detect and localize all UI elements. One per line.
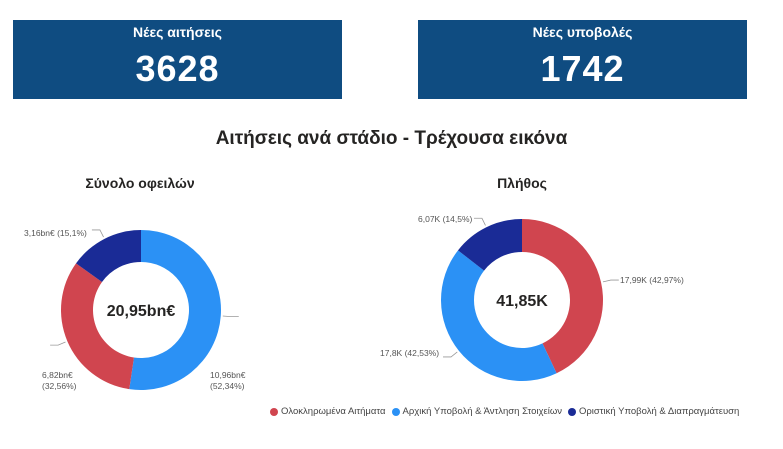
donut-slice[interactable] bbox=[60, 263, 134, 390]
kpi-value: 3628 bbox=[135, 48, 220, 89]
kpi-value: 1742 bbox=[540, 48, 625, 89]
leader-line bbox=[50, 341, 66, 346]
donut-slice[interactable] bbox=[129, 230, 221, 390]
leader-line bbox=[602, 279, 619, 283]
kpi-card-new-submissions: Νέες υποβολές 1742 bbox=[418, 20, 747, 99]
leader-line bbox=[91, 229, 104, 238]
data-label: 17,99K (42,97%) bbox=[620, 275, 684, 285]
data-label: 3,16bn€ (15,1%) bbox=[24, 228, 87, 238]
kpi-title: Νέες υποβολές bbox=[532, 24, 633, 40]
donut-slice[interactable] bbox=[522, 219, 603, 374]
legend-item[interactable]: Ολοκληρωμένα Αιτήματα bbox=[270, 406, 386, 417]
donut-center-label: 41,85K bbox=[496, 293, 548, 310]
chart-legend: Ολοκληρωμένα Αιτήματα Αρχική Υποβολή & Άν… bbox=[270, 406, 739, 417]
legend-dot-icon bbox=[391, 407, 400, 416]
data-label: 6,82bn€ (32,56%) bbox=[42, 370, 77, 391]
kpi-card-new-applications: Νέες αιτήσεις 3628 bbox=[13, 20, 342, 99]
chart-title-total-debt: Σύνολο οφειλών bbox=[85, 175, 195, 191]
data-label: 6,07K (14,5%) bbox=[418, 214, 473, 224]
kpi-title: Νέες αιτήσεις bbox=[133, 24, 222, 40]
donut-slice[interactable] bbox=[441, 250, 557, 381]
leader-line bbox=[473, 217, 486, 226]
legend-label: Ολοκληρωμένα Αιτήματα bbox=[281, 406, 386, 417]
data-label: 17,8K (42,53%) bbox=[380, 348, 439, 358]
donut-slice[interactable] bbox=[76, 230, 141, 283]
leader-line bbox=[222, 315, 239, 318]
section-title: Αιτήσεις ανά στάδιο - Τρέχουσα εικόνα bbox=[215, 128, 568, 149]
chart-title-count: Πλήθος bbox=[497, 175, 547, 191]
legend-dot-icon bbox=[270, 407, 278, 416]
legend-label: Αρχική Υποβολή & Άντληση Στοιχείων bbox=[402, 406, 563, 417]
data-label: 10,96bn€ (52,34%) bbox=[210, 370, 246, 391]
legend-item[interactable]: Οριστική Υποβολή & Διαπραγμάτευση bbox=[568, 406, 739, 417]
legend-dot-icon bbox=[568, 407, 577, 416]
legend-label: Οριστική Υποβολή & Διαπραγμάτευση bbox=[579, 406, 740, 417]
donut-slice[interactable] bbox=[457, 219, 522, 271]
legend-item[interactable]: Αρχική Υποβολή & Άντληση Στοιχείων bbox=[391, 406, 563, 417]
donut-center-label: 20,95bn€ bbox=[107, 303, 176, 320]
leader-line bbox=[443, 351, 458, 358]
